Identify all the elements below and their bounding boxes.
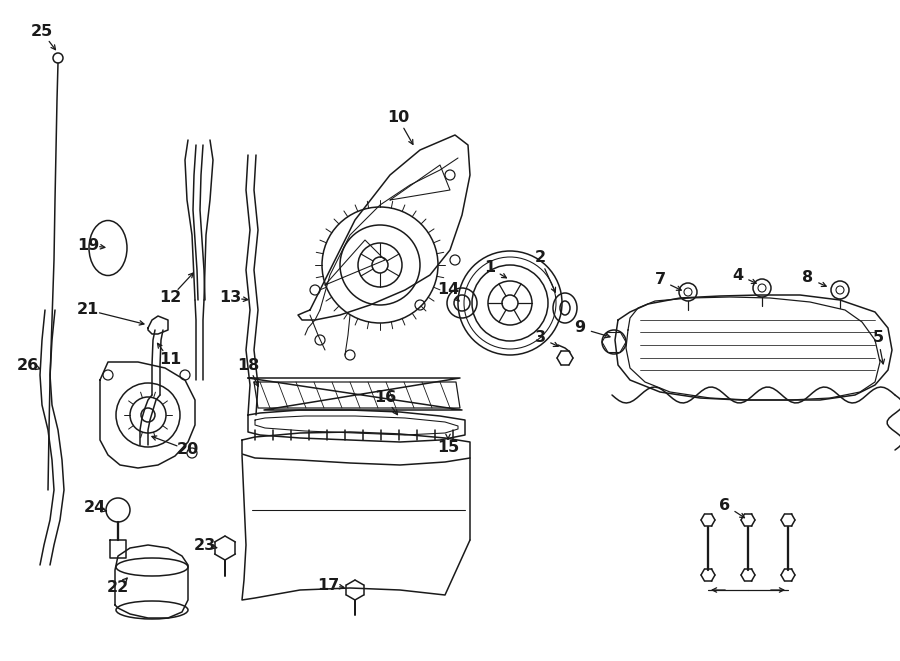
Text: 13: 13 xyxy=(219,290,241,305)
Text: 3: 3 xyxy=(535,330,545,346)
Text: 17: 17 xyxy=(317,578,339,592)
Text: 10: 10 xyxy=(387,110,410,126)
Text: 22: 22 xyxy=(107,580,129,596)
Text: 24: 24 xyxy=(84,500,106,516)
Text: 26: 26 xyxy=(17,358,39,373)
Text: 25: 25 xyxy=(31,24,53,40)
Text: 2: 2 xyxy=(535,251,545,266)
Text: 19: 19 xyxy=(76,237,99,253)
Text: 6: 6 xyxy=(719,498,731,512)
Text: 23: 23 xyxy=(194,537,216,553)
Text: 15: 15 xyxy=(436,440,459,455)
Text: 12: 12 xyxy=(159,290,181,305)
Text: 8: 8 xyxy=(803,270,814,286)
Text: 21: 21 xyxy=(76,303,99,317)
Text: 16: 16 xyxy=(374,391,396,405)
Text: 7: 7 xyxy=(654,272,666,288)
Text: 9: 9 xyxy=(574,321,586,336)
Text: 18: 18 xyxy=(237,358,259,373)
Text: 20: 20 xyxy=(177,442,199,457)
Text: 4: 4 xyxy=(733,268,743,282)
Text: 5: 5 xyxy=(872,330,884,346)
Text: 14: 14 xyxy=(436,282,459,297)
Text: 1: 1 xyxy=(484,260,496,276)
Text: 11: 11 xyxy=(159,352,181,368)
